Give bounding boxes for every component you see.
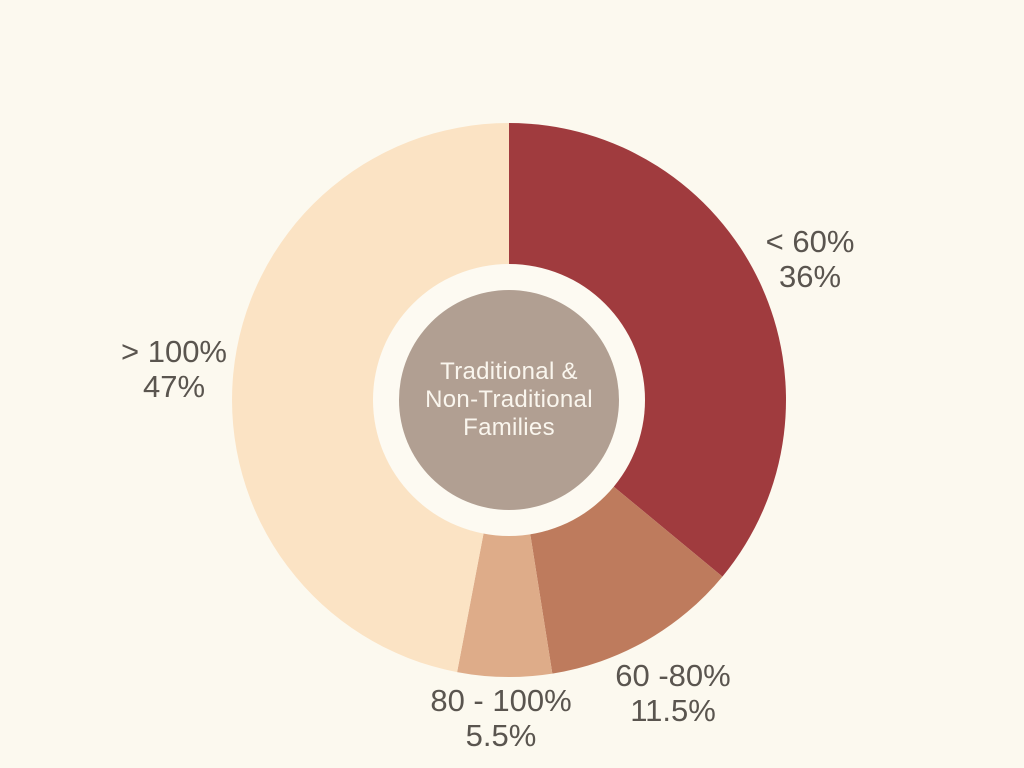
slice-percent-text: 11.5% (630, 693, 716, 728)
donut-center-circle (399, 290, 619, 510)
slice-range-text: < 60% (765, 224, 855, 259)
slice-label-60-80: 60 -80% 11.5% (615, 658, 730, 728)
center-title-line: Non-Traditional (425, 386, 593, 413)
center-title-line: Traditional & (440, 358, 578, 385)
pie-slice-0 (509, 123, 787, 577)
pie-slice-2 (457, 400, 553, 677)
slice-range-text: 80 - 100% (430, 683, 572, 718)
slice-range-text: 60 -80% (615, 658, 731, 693)
slice-percent-text: 5.5% (465, 718, 537, 753)
slice-label-80-100: 80 - 100% 5.5% (430, 683, 571, 753)
donut-slices (232, 123, 787, 677)
pie-slice-3 (232, 123, 510, 673)
center-title-line: Families (463, 414, 555, 441)
slice-label-under-60: < 60% 36% (766, 224, 855, 294)
slice-label-over-100: > 100% 47% (121, 334, 227, 404)
slice-percent-text: 36% (778, 259, 842, 294)
slice-percent-text: 47% (142, 369, 206, 404)
chart-center-title: Traditional & Non-Traditional Families (394, 358, 624, 442)
slice-range-text: > 100% (120, 334, 228, 369)
